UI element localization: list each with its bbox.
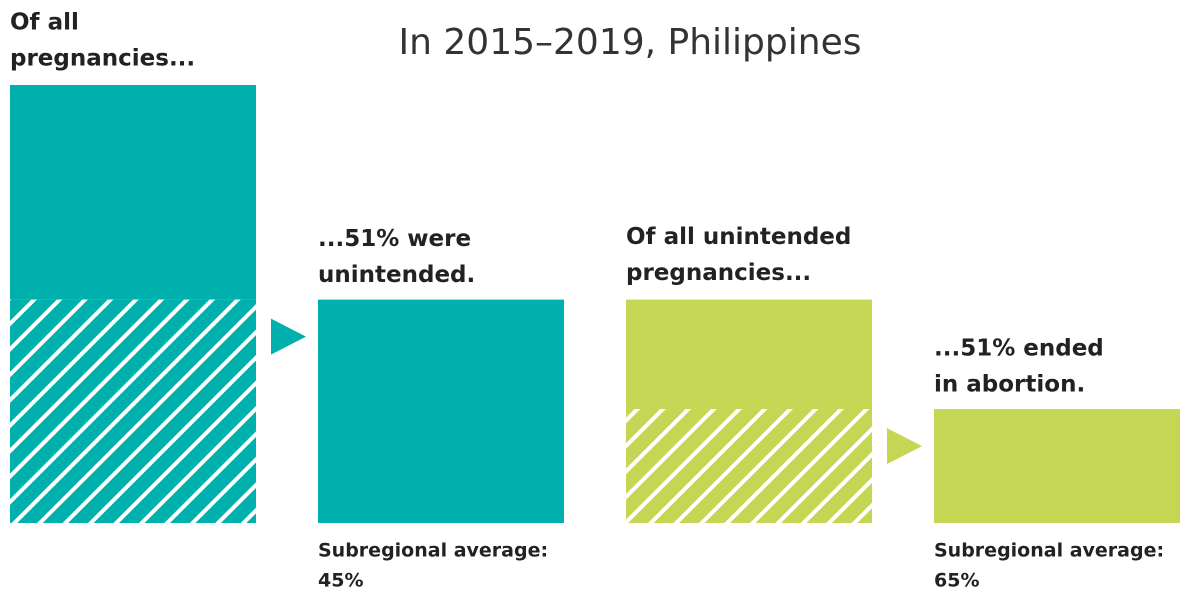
result-label: ...51% ended — [934, 336, 1104, 362]
share-hatched — [626, 409, 872, 523]
average-value: 65% — [934, 570, 979, 592]
share-box — [934, 409, 1180, 523]
whole-box — [10, 85, 256, 300]
title: In 2015–2019, Philippines — [399, 22, 862, 63]
result-label: ...51% were — [318, 226, 471, 252]
average-label: Subregional average: — [318, 540, 548, 562]
share-box — [318, 299, 564, 523]
share-hatched — [10, 299, 256, 523]
panel-label: pregnancies... — [10, 46, 195, 72]
arrow — [271, 318, 306, 355]
average-value: 45% — [318, 570, 363, 592]
panel-label: Of all — [10, 10, 79, 36]
average-label: Subregional average: — [934, 540, 1164, 562]
whole-box — [626, 299, 872, 410]
panel-label: pregnancies... — [626, 260, 811, 286]
result-label: in abortion. — [934, 372, 1085, 398]
panel-label: Of all unintended — [626, 224, 851, 250]
result-label: unintended. — [318, 262, 475, 288]
arrow — [887, 428, 922, 465]
